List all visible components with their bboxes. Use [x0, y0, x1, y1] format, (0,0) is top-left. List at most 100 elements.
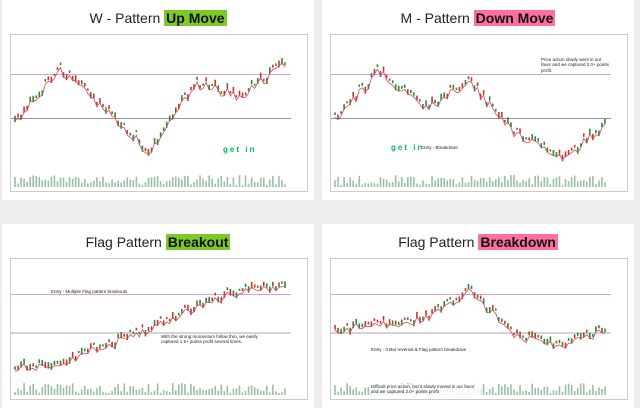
volume-bar: [114, 386, 116, 395]
volume-bar: [461, 177, 464, 187]
candle: [71, 75, 74, 81]
volume-bar: [555, 390, 558, 395]
candle: [132, 134, 135, 142]
volume-bar: [262, 177, 265, 187]
volume-bar: [29, 177, 31, 187]
candle: [244, 92, 247, 96]
candle: [361, 323, 364, 328]
volume-bar: [190, 184, 192, 187]
volume-bar: [50, 176, 53, 187]
volume-bar: [41, 387, 44, 395]
volume-bar: [388, 182, 391, 187]
candle: [178, 312, 180, 316]
volume-bar: [589, 389, 591, 395]
candle: [199, 85, 201, 89]
volume-bar: [446, 180, 449, 187]
volume-bar: [87, 389, 89, 395]
candle: [187, 94, 189, 101]
candle: [153, 319, 156, 327]
candle: [150, 326, 153, 331]
volume-bar: [178, 384, 180, 395]
candle: [507, 323, 509, 329]
candle: [275, 63, 277, 66]
volume-bar: [379, 177, 382, 187]
annotation: Entry - Multiple Flag pattern breakouts: [51, 289, 131, 295]
volume-bar: [473, 179, 476, 187]
candle: [479, 295, 482, 300]
candle: [35, 95, 38, 99]
volume-bar: [190, 383, 192, 395]
volume-bar: [208, 175, 210, 187]
volume-bar: [485, 182, 488, 187]
volume-bar: [595, 390, 597, 395]
volume-bar: [17, 183, 19, 187]
candle: [407, 89, 409, 95]
candle: [534, 136, 537, 141]
candle: [241, 288, 244, 291]
candle: [449, 84, 452, 88]
candle: [96, 346, 98, 353]
candle: [114, 342, 116, 350]
volume-bar: [262, 390, 265, 395]
candle: [32, 363, 35, 367]
candle: [235, 292, 238, 299]
candle: [352, 321, 355, 328]
volume-bar: [132, 386, 135, 395]
candle: [190, 86, 192, 91]
candle: [17, 365, 19, 371]
candle: [598, 325, 600, 329]
candle: [355, 318, 358, 324]
volume-bar: [431, 176, 433, 187]
candle: [259, 285, 262, 291]
volume-bar: [391, 182, 394, 187]
candle: [510, 122, 512, 128]
volume-bar: [546, 177, 549, 187]
volume-bar: [71, 383, 74, 395]
volume-bar: [364, 182, 367, 187]
candle: [105, 107, 107, 114]
candle: [214, 292, 217, 296]
candle: [196, 300, 198, 307]
candle: [358, 84, 361, 87]
candle: [385, 74, 388, 79]
volume-bar: [504, 384, 506, 395]
volume-bar: [567, 383, 570, 395]
candle: [595, 326, 597, 332]
candle: [440, 93, 442, 101]
candle: [117, 333, 119, 338]
volume-bar: [403, 183, 406, 187]
volume-bar: [123, 383, 126, 395]
candle: [576, 146, 579, 154]
candle: [519, 331, 521, 339]
candle: [540, 143, 543, 148]
volume-bar: [259, 177, 262, 187]
volume-bar: [528, 391, 530, 395]
volume-bar: [129, 179, 132, 187]
candle: [364, 86, 367, 94]
volume-bar: [171, 177, 174, 187]
volume-bar: [482, 384, 485, 395]
volume-bar: [17, 388, 19, 395]
volume-bar: [570, 385, 573, 395]
panel-title: W - Pattern Up Move: [2, 10, 314, 26]
candle: [269, 286, 271, 293]
volume-bar: [346, 182, 348, 187]
candle: [467, 76, 470, 80]
volume-bar: [178, 177, 180, 187]
candle: [117, 120, 119, 127]
chart-drawing: [11, 281, 291, 395]
volume-bar: [601, 177, 603, 187]
candle: [349, 99, 351, 106]
volume-bar: [516, 391, 518, 395]
candle: [17, 113, 19, 118]
candle: [352, 91, 355, 97]
candle: [564, 151, 567, 158]
candle: [579, 333, 582, 340]
candle: [238, 90, 241, 96]
volume-bar: [340, 387, 342, 395]
candle: [226, 287, 229, 291]
volume-bar: [256, 388, 259, 395]
volume-bar: [74, 391, 77, 395]
candle: [340, 328, 342, 334]
candle: [343, 326, 345, 332]
